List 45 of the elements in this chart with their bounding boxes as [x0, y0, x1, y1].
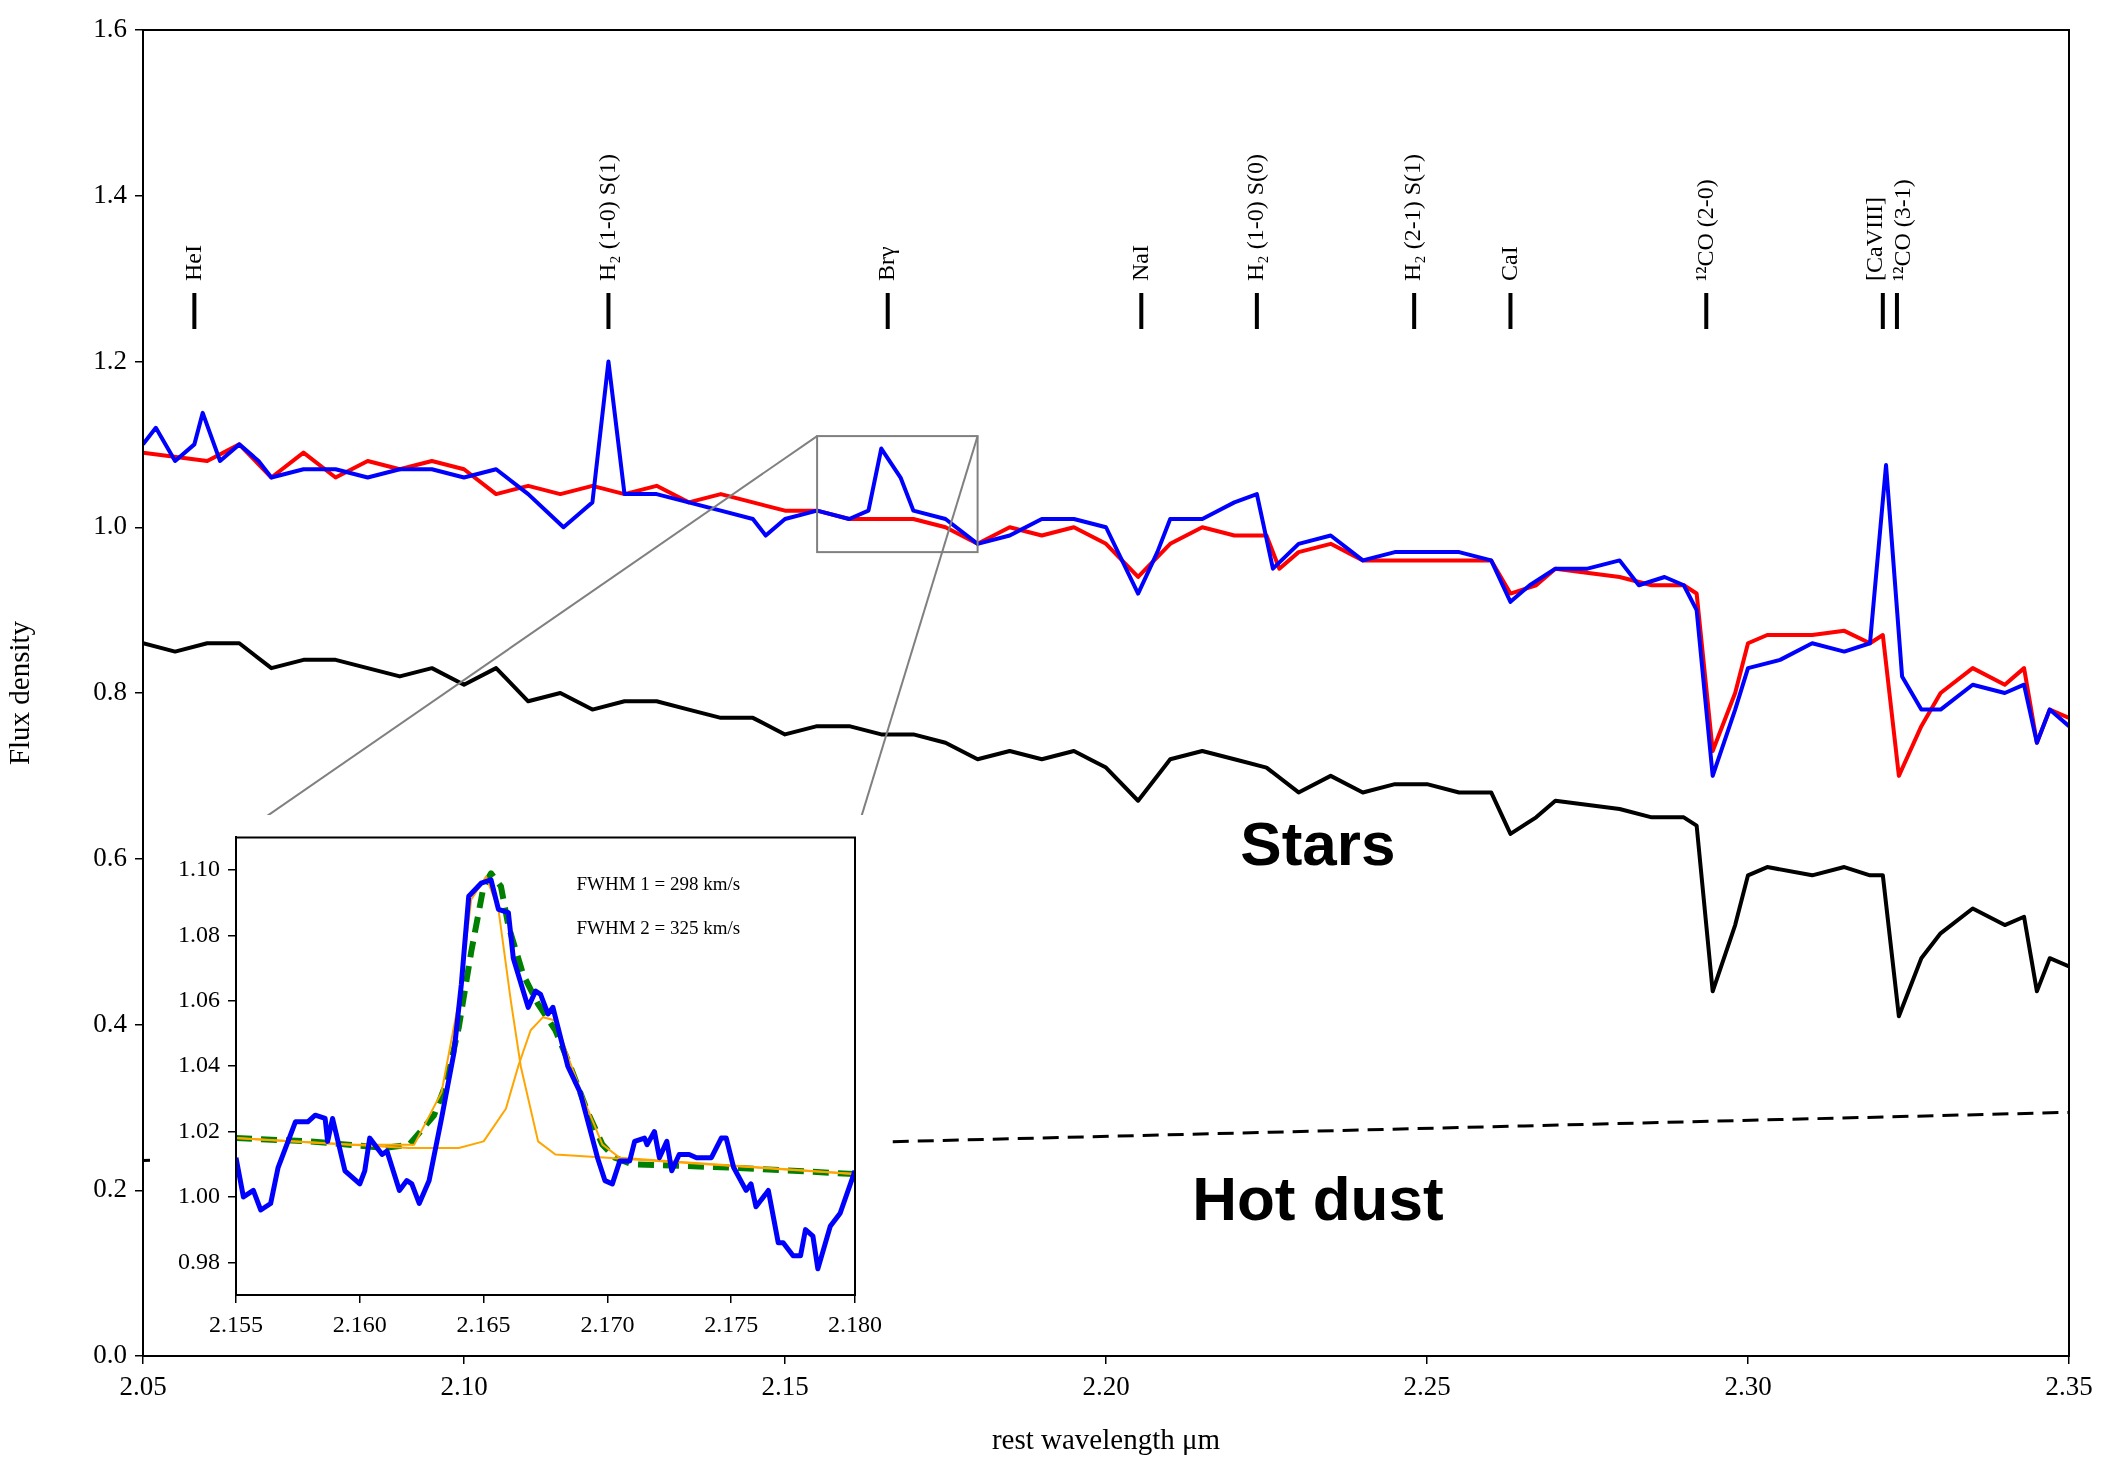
- y-tick-label: 1.6: [93, 13, 127, 44]
- ref-line-label: Brγ: [873, 246, 900, 281]
- ref-line-label: H₂ (1-0) S(1): [593, 153, 620, 281]
- annotation: FWHM 2 = 325 km/s: [576, 917, 741, 939]
- y-tick-label: 0.0: [93, 1339, 127, 1370]
- ref-line-label: CaI: [1495, 246, 1522, 281]
- x-tick-label: 2.05: [119, 1371, 167, 1402]
- x-tick-label: 2.170: [580, 1310, 635, 1337]
- y-tick-label: 1.0: [93, 510, 127, 541]
- ref-line-label: NaI: [1126, 245, 1153, 281]
- x-tick-label: 2.20: [1082, 1371, 1130, 1402]
- y-tick-label: 1.02: [178, 1116, 220, 1143]
- y-tick-label: 1.00: [178, 1182, 220, 1209]
- x-tick-label: 2.15: [761, 1371, 809, 1402]
- x-tick-label: 2.10: [440, 1371, 488, 1402]
- x-tick-label: 2.165: [456, 1310, 511, 1337]
- ref-line-label: ¹²CO (3-1): [1889, 179, 1916, 281]
- annotation: FWHM 1 = 298 km/s: [576, 873, 741, 895]
- y-tick-label: 1.10: [178, 855, 220, 882]
- y-tick-label: 0.2: [93, 1173, 127, 1204]
- y-axis-title: Flux density: [3, 620, 36, 766]
- y-tick-label: 1.06: [178, 986, 220, 1013]
- x-tick-label: 2.35: [2045, 1371, 2093, 1402]
- x-tick-label: 2.160: [332, 1310, 387, 1337]
- ref-line-label: H₂ (2-1) S(1): [1399, 153, 1426, 281]
- x-tick-label: 2.25: [1403, 1371, 1451, 1402]
- ref-line-label: [CaVIII]: [1861, 197, 1888, 281]
- ref-line-label: H₂ (1-0) S(0): [1242, 153, 1269, 281]
- series-label: Hot dust: [1192, 1164, 1444, 1234]
- y-tick-label: 1.2: [93, 344, 127, 375]
- y-tick-label: 0.4: [93, 1007, 128, 1038]
- y-tick-label: 0.98: [178, 1247, 220, 1274]
- y-tick-label: 0.6: [93, 841, 127, 872]
- y-tick-label: 1.08: [178, 920, 220, 947]
- y-tick-label: 0.8: [93, 676, 127, 707]
- y-tick-label: 1.04: [178, 1051, 220, 1078]
- x-tick-label: 2.175: [704, 1310, 759, 1337]
- x-tick-label: 2.30: [1724, 1371, 1772, 1402]
- x-axis-title: rest wavelength μm: [991, 1423, 1221, 1456]
- series-label: Stars: [1240, 808, 1396, 878]
- x-tick-label: 2.155: [209, 1310, 263, 1337]
- x-tick-label: 2.180: [828, 1310, 882, 1337]
- y-tick-label: 1.4: [93, 178, 128, 209]
- ref-line-label: HeI: [179, 245, 206, 281]
- ref-line-label: ¹²CO (2-0): [1691, 179, 1718, 281]
